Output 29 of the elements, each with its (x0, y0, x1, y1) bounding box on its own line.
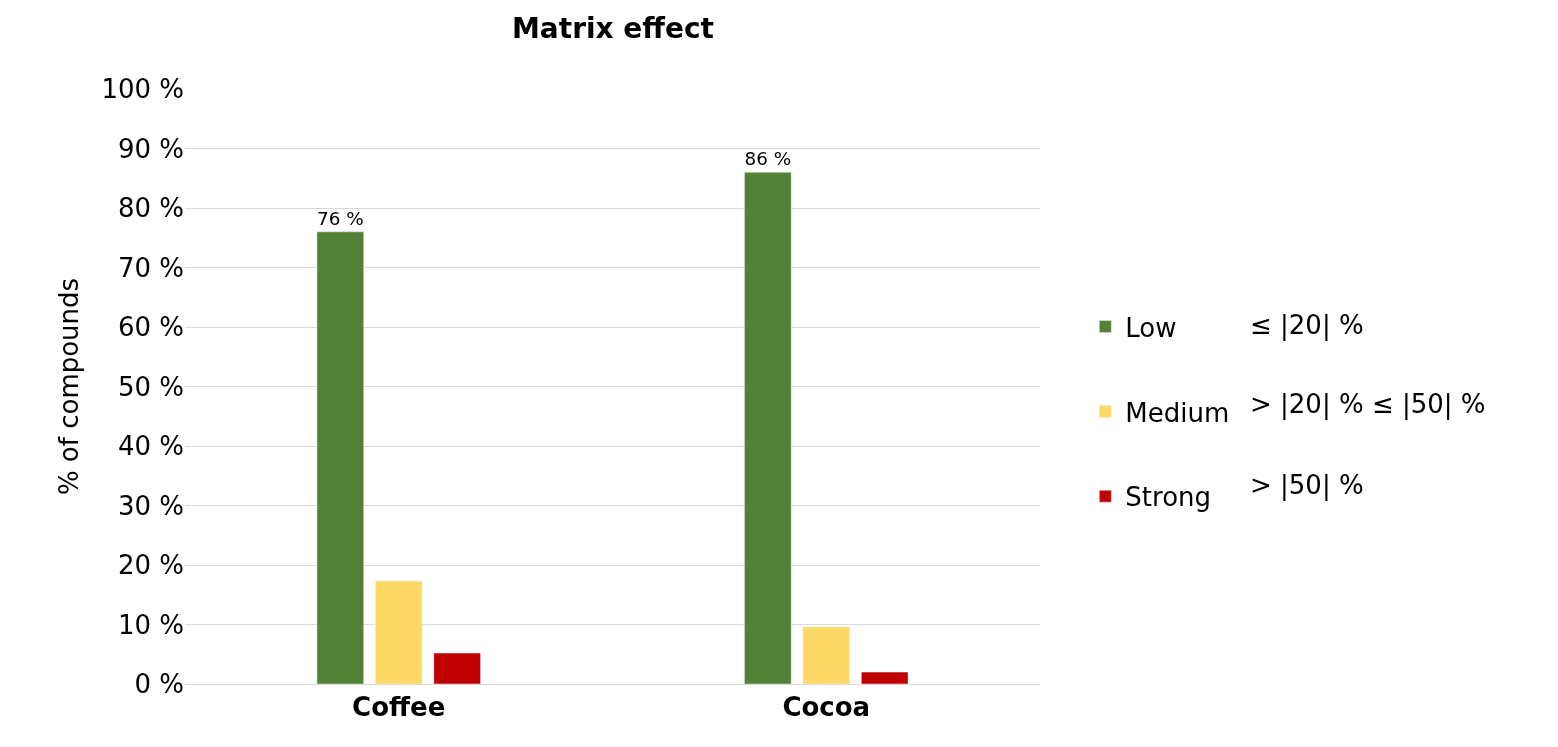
bar (433, 652, 481, 684)
legend-label: Strong (1125, 482, 1212, 513)
bar (744, 172, 792, 684)
text: > |20| % ≤ |50| % (1250, 389, 1486, 420)
x-tick-label: Coffee (352, 692, 446, 723)
y-tick-label: 20 % (117, 550, 184, 581)
y-tick-label: 0 % (134, 669, 184, 700)
bar (375, 580, 423, 684)
bar (861, 671, 909, 684)
text: > |50| % (1250, 470, 1364, 501)
chart-title: Matrix effect (511, 11, 715, 45)
y-tick-label: 90 % (117, 133, 184, 164)
y-tick-label: 100 % (101, 74, 184, 105)
bar (802, 626, 850, 684)
y-tick-label: 30 % (117, 490, 184, 521)
y-axis-title: % of compounds (53, 277, 84, 496)
bar (316, 231, 364, 684)
data-label: 86 % (744, 148, 792, 170)
legend-label: Medium (1125, 397, 1230, 428)
y-tick-label: 70 % (117, 252, 184, 283)
legend-label: Low (1125, 312, 1177, 343)
x-tick-label: Cocoa (782, 692, 871, 723)
text: ≤ |20| % (1250, 310, 1364, 341)
y-tick-label: 80 % (117, 193, 184, 224)
y-tick-label: 40 % (117, 431, 184, 462)
y-tick-label: 50 % (117, 371, 184, 402)
y-tick-label: 10 % (117, 609, 184, 640)
y-tick-label: 60 % (117, 312, 184, 343)
data-label: 76 % (316, 207, 364, 229)
